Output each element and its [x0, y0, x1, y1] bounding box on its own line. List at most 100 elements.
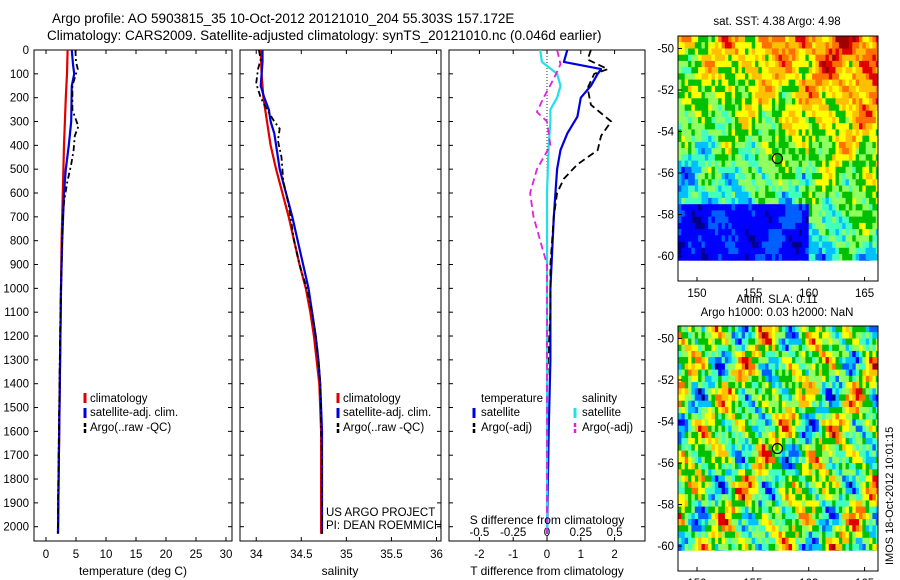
map-cell [688, 413, 692, 420]
map-cell [745, 338, 749, 346]
map-cell [735, 512, 739, 520]
map-cell [755, 388, 759, 395]
map-cell [852, 85, 857, 93]
map-cell [802, 141, 806, 149]
map-cell [802, 363, 806, 371]
map-cell [738, 148, 743, 155]
map-cell [735, 98, 739, 105]
map-cell [735, 375, 739, 383]
map-cell [872, 85, 877, 93]
map-cell [738, 54, 743, 62]
map-cell [728, 438, 733, 445]
map-cell [704, 438, 709, 445]
map-cell [795, 506, 800, 514]
map-cell [808, 332, 813, 339]
map-cell [691, 500, 696, 508]
map-cell [711, 204, 716, 211]
map-cell [805, 469, 810, 476]
map-cell [681, 185, 686, 193]
map-cell [701, 98, 706, 105]
map-cell [795, 326, 800, 333]
map-cell [691, 444, 696, 451]
map-cell [711, 117, 716, 124]
map-cell [869, 363, 873, 371]
map-cell [862, 254, 867, 261]
map-cell [681, 79, 686, 87]
map-cell [714, 229, 719, 236]
map-cell [802, 54, 806, 62]
map-cell [745, 222, 749, 230]
project-annotation: US ARGO PROJECT [326, 507, 435, 519]
map-cell [802, 42, 806, 49]
map-cell [798, 173, 803, 180]
map-cell [758, 519, 763, 526]
map-cell [872, 512, 877, 520]
map-cell [815, 222, 820, 230]
map-cell [859, 469, 863, 476]
map-cell [865, 382, 870, 389]
map-cell [721, 191, 726, 199]
map-cell [822, 544, 826, 551]
map-cell [802, 475, 806, 483]
map-cell [818, 369, 823, 377]
map-cell [835, 413, 840, 420]
map-cell [788, 500, 793, 508]
map-cell [865, 235, 870, 242]
legend-climatology-label: climatology [90, 393, 148, 405]
map-cell [869, 506, 873, 514]
map-cell [859, 154, 863, 161]
map-cell [745, 216, 749, 224]
map-cell [872, 413, 877, 420]
map-cell [781, 444, 786, 451]
map-cell [731, 425, 736, 433]
map-cell [704, 123, 709, 130]
map-cell [704, 481, 709, 489]
map-cell [785, 110, 790, 118]
map-cell [869, 431, 873, 439]
map-cell [795, 425, 800, 433]
map-cell [859, 456, 863, 464]
map-cell [678, 210, 682, 218]
map-cell [788, 438, 793, 445]
map-cell [721, 67, 726, 74]
map-cell [798, 197, 803, 205]
map-cell [684, 104, 689, 112]
map-cell [812, 141, 816, 149]
map-cell [848, 123, 853, 130]
map-cell [714, 241, 719, 249]
map-cell [728, 338, 733, 346]
map-cell [691, 216, 696, 224]
map-cell [845, 92, 850, 99]
map-cell [761, 85, 766, 93]
map-cell [711, 375, 716, 383]
map-cell [755, 369, 759, 377]
map-cell [718, 241, 722, 249]
map-cell [758, 544, 763, 551]
map-cell [845, 73, 850, 81]
map-cell [835, 54, 840, 62]
map-cell [855, 475, 860, 483]
map-cell [718, 544, 722, 551]
map-cell [751, 500, 756, 508]
map-cell [852, 197, 857, 205]
map-cell [698, 179, 702, 186]
map-cell [848, 48, 853, 56]
map-cell [859, 67, 863, 74]
map-cell [701, 117, 706, 124]
map-cell [728, 382, 733, 389]
map-cell [838, 141, 843, 149]
map-cell [721, 400, 726, 408]
map-cell [728, 400, 733, 408]
map-cell [694, 154, 699, 161]
map-cell [681, 54, 686, 62]
map-cell [688, 438, 692, 445]
map-cell [681, 407, 686, 414]
map-cell [825, 117, 830, 124]
map-cell [751, 117, 756, 124]
map-cell [718, 67, 722, 74]
map-cell [741, 388, 746, 395]
map-cell [788, 450, 793, 458]
map-cell [681, 531, 686, 539]
map-cell [691, 506, 696, 514]
map-cell [698, 197, 702, 205]
